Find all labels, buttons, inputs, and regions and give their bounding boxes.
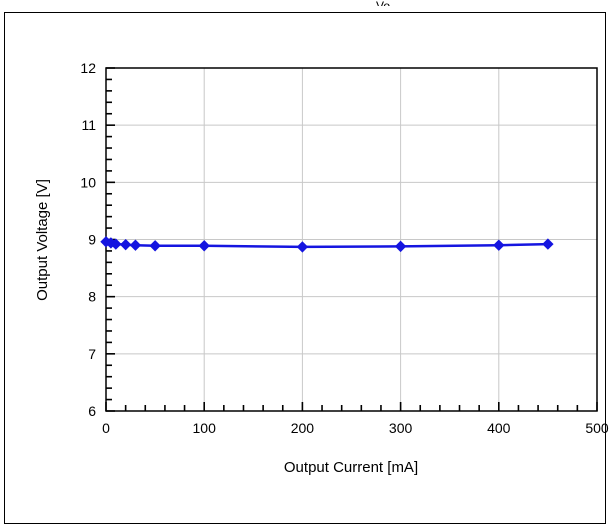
y-tick-label: 6 [88,403,96,419]
y-tick-label: 12 [80,60,96,76]
y-tick-label: 7 [88,346,96,362]
y-tick-label: 8 [88,289,96,305]
data-point-diamond [129,239,142,251]
data-point-diamond [296,241,309,253]
data-point-diamond [110,238,122,250]
data-point-diamond [149,240,161,252]
y-tick-label: 9 [88,232,96,248]
series-group [100,236,554,253]
data-point-diamond [542,238,554,250]
x-tick-labels: 0 100 200 300 400 500 [102,420,609,436]
x-tick-label: 100 [193,420,217,436]
y-tick-labels: 6 7 8 9 10 11 12 [80,60,96,419]
x-tick-label: 300 [389,420,413,436]
x-tick-label: 500 [585,420,609,436]
x-tick-label: 0 [102,420,110,436]
axis-ticks [105,67,598,412]
chart-frame [4,12,606,524]
data-point-diamond [198,240,210,252]
series-line [105,240,548,249]
clipped-header-text: Vo [376,0,390,6]
x-tick-label: 400 [487,420,511,436]
y-axis-title: Output Voltage [V] [34,179,51,301]
x-axis-title: Output Current [mA] [284,459,418,476]
grid-lines [106,68,597,411]
y-tick-label: 11 [81,117,96,133]
data-point-diamond [394,240,407,253]
y-tick-label: 10 [80,174,96,190]
x-tick-label: 200 [291,420,315,436]
data-point-diamond [119,238,132,251]
data-point-diamond [493,239,505,251]
